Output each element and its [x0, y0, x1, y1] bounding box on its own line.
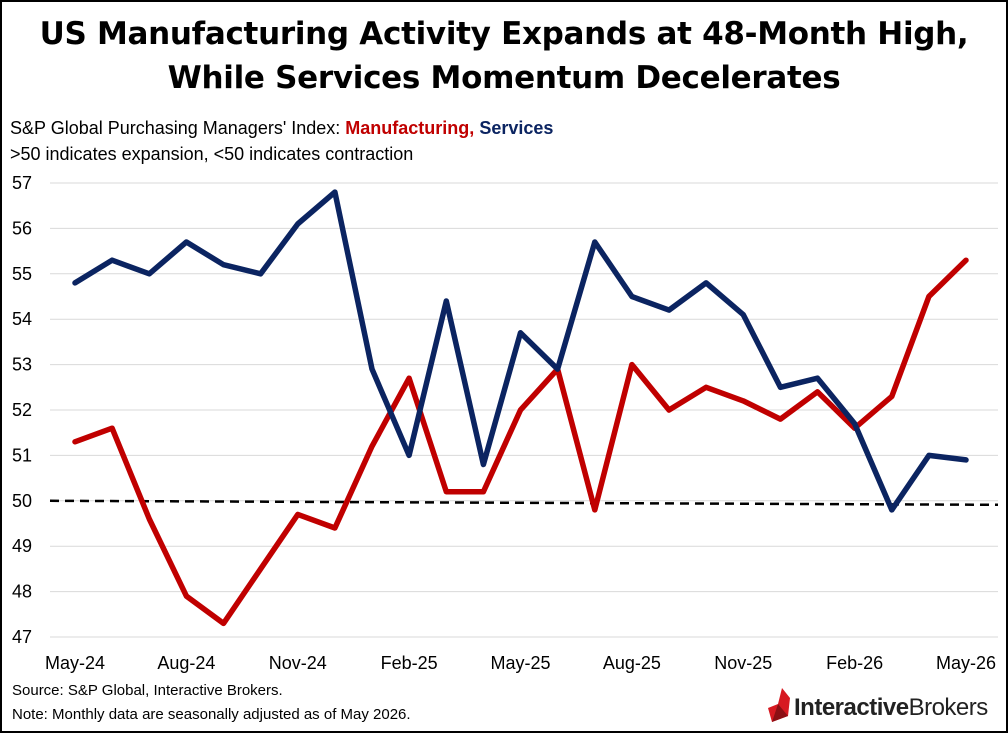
x-tick-label: Feb-26	[826, 653, 883, 673]
series-line-services	[72, 189, 969, 513]
subtitle-manufacturing: Manufacturing	[345, 118, 470, 138]
chart-title: US Manufacturing Activity Expands at 48-…	[0, 12, 1008, 100]
x-tick-label: Aug-25	[603, 653, 661, 673]
x-tick-label: May-25	[490, 653, 550, 673]
subtitle-prefix: S&P Global Purchasing Managers' Index:	[10, 118, 346, 138]
y-tick-label: 49	[12, 536, 32, 556]
logo-text-part2: Brokers	[908, 694, 989, 721]
subtitle-separator: ,	[469, 118, 480, 138]
reference-line-50	[49, 499, 999, 507]
x-tick-label: May-24	[45, 653, 105, 673]
y-tick-label: 50	[12, 491, 32, 511]
series-line-manufacturing	[72, 257, 969, 627]
y-tick-label: 51	[12, 445, 32, 465]
chart-subtitle-2: >50 indicates expansion, <50 indicates c…	[10, 144, 414, 164]
logo-text: InteractiveBrokers	[794, 694, 988, 722]
title-line-2: While Services Momentum Decelerates	[167, 60, 841, 96]
x-tick-label: Aug-24	[157, 653, 215, 673]
y-tick-label: 57	[12, 173, 32, 193]
y-tick-label: 47	[12, 627, 32, 647]
y-tick-label: 52	[12, 400, 32, 420]
chart-subtitle: S&P Global Purchasing Managers' Index: M…	[10, 118, 553, 139]
y-tick-label: 48	[12, 582, 32, 602]
title-line-1: US Manufacturing Activity Expands at 48-…	[39, 16, 969, 52]
y-tick-label: 56	[12, 218, 32, 238]
logo-mark-icon	[768, 688, 790, 722]
subtitle-services: Services	[479, 118, 554, 138]
logo-text-part1: Interactive	[794, 694, 909, 721]
x-tick-label: May-26	[936, 653, 996, 673]
y-tick-label: 55	[12, 264, 32, 284]
y-tick-label: 53	[12, 355, 32, 375]
x-tick-label: Nov-24	[269, 653, 327, 673]
y-tick-label: 54	[12, 309, 32, 329]
methodology-note: Note: Monthly data are seasonally adjust…	[12, 706, 411, 723]
x-tick-label: Nov-25	[714, 653, 772, 673]
x-tick-label: Feb-25	[381, 653, 438, 673]
source-note: Source: S&P Global, Interactive Brokers.	[12, 682, 283, 699]
